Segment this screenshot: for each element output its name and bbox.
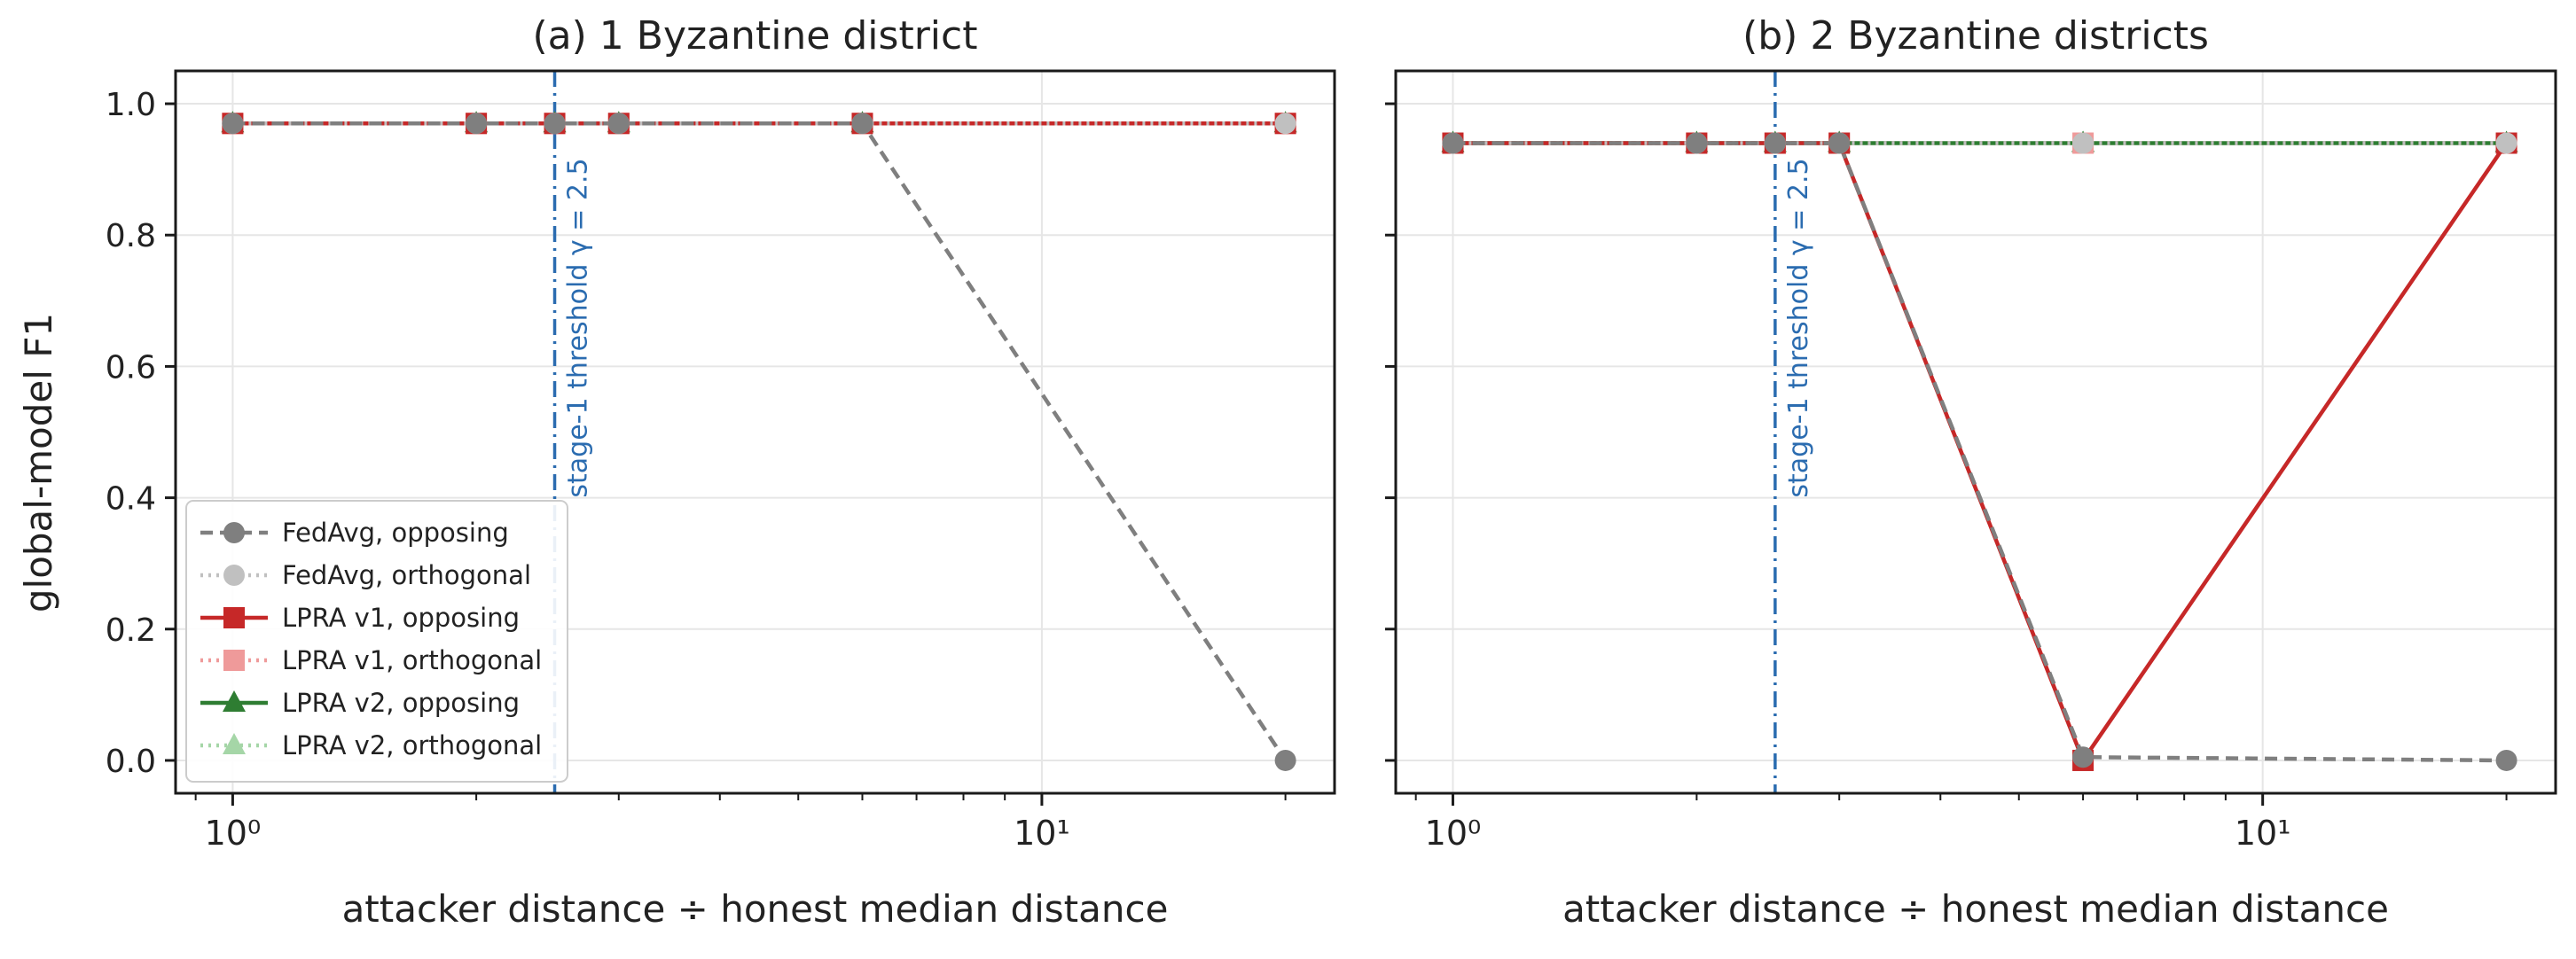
x-axis-label: attacker distance ÷ honest median distan… — [342, 887, 1169, 931]
legend-marker — [223, 733, 246, 754]
data-point — [1828, 132, 1851, 154]
threshold-label: stage-1 threshold γ = 2.5 — [1783, 158, 1814, 497]
data-point — [1686, 132, 1708, 154]
data-point — [1764, 132, 1786, 154]
y-tick-label: 0.2 — [106, 612, 156, 649]
y-tick-label: 1.0 — [106, 87, 156, 123]
y-tick-label: 0.6 — [106, 349, 156, 386]
legend-label: FedAvg, opposing — [282, 518, 509, 548]
legend-marker — [223, 690, 246, 712]
panel-title: (b) 2 Byzantine districts — [1742, 13, 2209, 58]
data-point — [2495, 132, 2517, 154]
x-tick-label: 10¹ — [1014, 814, 1070, 853]
series-line — [1452, 141, 2507, 763]
x-tick-label: 10⁰ — [1425, 814, 1482, 853]
axes-frame — [1394, 69, 2557, 795]
y-tick-label: 0.4 — [106, 481, 156, 518]
panel-a: stage-1 threshold γ = 2.5 0.0 0.2 0.4 0.6 0.8… — [106, 13, 1336, 931]
panel-b: stage-1 threshold γ = 2.5 10⁰ 10¹ (b) 2 Byz… — [1385, 13, 2557, 931]
x-axis-label: attacker distance ÷ honest median distan… — [1562, 887, 2389, 931]
data-point — [607, 113, 630, 135]
data-point — [1442, 132, 1464, 154]
legend: FedAvg, opposing FedAvg, orthogonal LPRA v… — [185, 500, 568, 783]
data-point — [544, 113, 566, 135]
data-point — [2072, 132, 2094, 154]
data-point — [2072, 746, 2094, 768]
threshold-label: stage-1 threshold γ = 2.5 — [563, 158, 594, 497]
data-point — [2495, 749, 2517, 771]
plot-area — [1396, 71, 2556, 793]
x-tick-label: 10⁰ — [205, 814, 262, 853]
legend-marker — [223, 565, 245, 586]
legend-label: LPRA v1, opposing — [282, 603, 520, 633]
legend-label: LPRA v2, opposing — [282, 688, 520, 718]
legend-marker — [223, 650, 245, 671]
y-tick-label: 0.8 — [106, 218, 156, 254]
legend-marker — [223, 522, 245, 543]
data-point — [1274, 749, 1296, 771]
legend-label: FedAvg, orthogonal — [282, 560, 531, 590]
legend-label: LPRA v1, orthogonal — [282, 645, 542, 675]
series-line — [232, 121, 1288, 762]
axes-frame — [174, 69, 1336, 795]
data-point — [466, 113, 488, 135]
y-tick-label: 0.0 — [106, 744, 156, 780]
data-point — [1274, 113, 1296, 135]
data-point — [222, 113, 244, 135]
panel-title: (a) 1 Byzantine district — [533, 13, 978, 58]
data-point — [851, 113, 873, 135]
y-axis-label: global-model F1 — [17, 313, 60, 612]
x-tick-label: 10¹ — [2235, 814, 2291, 853]
legend-marker — [223, 607, 245, 628]
legend-box — [185, 500, 568, 783]
legend-label: LPRA v2, orthogonal — [282, 730, 542, 760]
